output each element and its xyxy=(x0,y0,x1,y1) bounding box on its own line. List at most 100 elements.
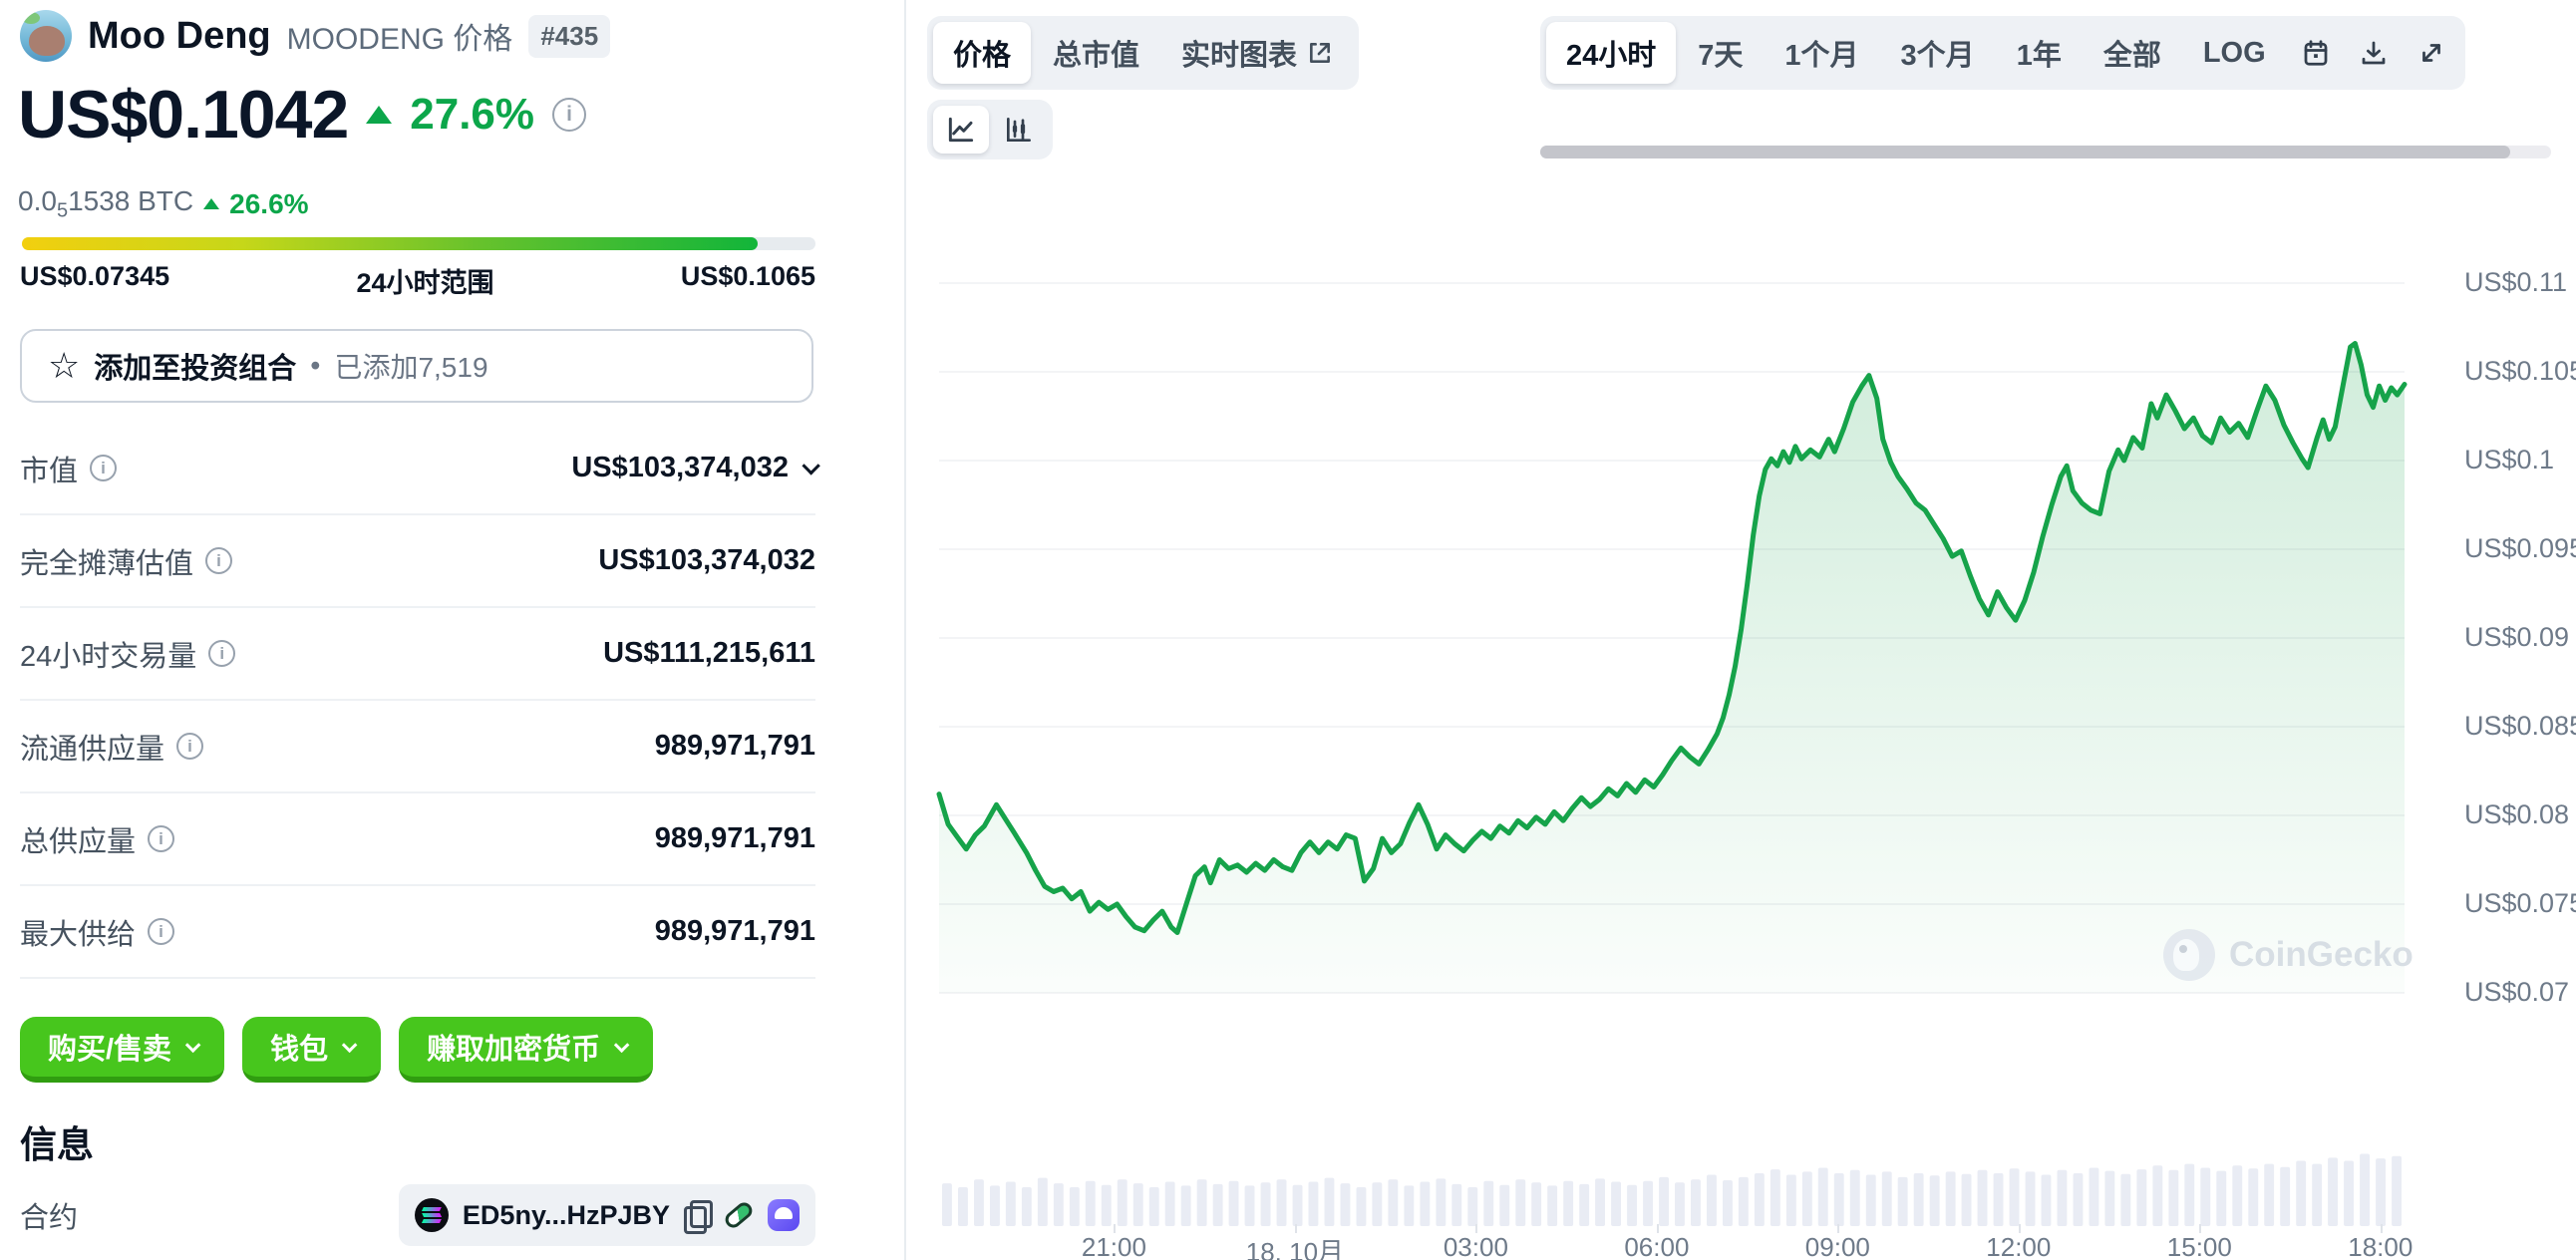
x-axis-tick xyxy=(1475,1224,1478,1233)
x-axis-label: 15:00 xyxy=(2166,1232,2232,1260)
range-24h-labels: US$0.07345 24小时范围 US$0.1065 xyxy=(20,261,815,300)
solana-icon xyxy=(414,1198,449,1232)
x-axis-label: 21:00 xyxy=(1081,1232,1146,1260)
coingecko-logo-icon xyxy=(2163,929,2215,981)
x-axis-tick xyxy=(1114,1224,1117,1233)
buy-sell-button[interactable]: 购买/售卖 xyxy=(20,1017,225,1083)
download-icon-button[interactable] xyxy=(2346,29,2402,77)
chevron-down-icon xyxy=(613,1037,630,1053)
portfolio-added-count: 已添加7,519 xyxy=(334,352,488,383)
candlestick-chart-icon xyxy=(1007,118,1031,142)
download-icon xyxy=(2362,41,2386,65)
x-axis-label: 06:00 xyxy=(1624,1232,1690,1260)
y-axis-label: US$0.075 xyxy=(2464,888,2576,918)
contract-pill[interactable]: ED5ny...HzPJBY xyxy=(398,1184,815,1246)
stat-label: 流通供应量 xyxy=(20,733,165,766)
contract-label: 合约 xyxy=(20,1202,79,1234)
y-axis-label: US$0.085 xyxy=(2464,711,2576,741)
coingecko-watermark: CoinGecko xyxy=(2163,929,2414,981)
coin-avatar xyxy=(20,10,72,62)
y-axis-label: US$0.09 xyxy=(2464,622,2570,652)
stat-value: US$103,374,032 xyxy=(571,452,789,483)
range-log[interactable]: LOG xyxy=(2202,36,2266,69)
coin-summary-panel: Moo Deng MOODENG 价格 #435 US$0.1042 27.6%… xyxy=(0,0,903,1260)
range-24h-fill xyxy=(22,237,758,250)
external-link-icon xyxy=(1310,43,1331,63)
range-all[interactable]: 全部 xyxy=(2102,40,2161,72)
range-1m[interactable]: 1个月 xyxy=(1784,40,1859,72)
scrollbar-thumb[interactable] xyxy=(1540,146,2511,158)
range-24h-bar xyxy=(22,237,815,250)
price-info-icon[interactable]: i xyxy=(552,98,587,132)
volume-bars xyxy=(942,1153,2402,1226)
info-section-heading: 信息 xyxy=(20,1124,94,1165)
chevron-down-icon xyxy=(184,1037,201,1053)
stat-label: 完全摊薄估值 xyxy=(20,547,194,580)
stat-row-total-supply: 总供应量 i 989,971,791 xyxy=(20,793,815,886)
time-range-controls: 24小时 7天 1个月 3个月 1年 全部 LOG xyxy=(1540,16,2465,90)
chart-metric-tabs: 价格 总市值 实时图表 xyxy=(927,16,1360,90)
phantom-wallet-icon[interactable] xyxy=(768,1199,800,1231)
candlestick-chart-icon-button[interactable] xyxy=(991,106,1047,154)
range-high: US$0.1065 xyxy=(680,261,815,291)
earn-crypto-button[interactable]: 赚取加密货币 xyxy=(399,1017,654,1083)
price-chart[interactable] xyxy=(936,249,2408,1007)
rank-badge: #435 xyxy=(528,14,611,58)
add-to-portfolio-button[interactable]: ☆ 添加至投资组合 • 已添加7,519 xyxy=(20,329,813,403)
info-icon[interactable]: i xyxy=(148,918,175,945)
y-axis-label: US$0.11 xyxy=(2464,267,2568,297)
stat-label: 最大供给 xyxy=(20,918,137,951)
stat-row-volume-24h: 24小时交易量 i US$111,215,611 xyxy=(20,608,815,701)
x-axis-tick xyxy=(2018,1224,2021,1233)
range-7d[interactable]: 7天 xyxy=(1698,40,1744,72)
price-row: US$0.1042 27.6% i xyxy=(18,76,587,154)
x-axis-label: 09:00 xyxy=(1804,1232,1870,1260)
calendar-icon-button[interactable] xyxy=(2288,29,2344,77)
info-icon[interactable]: i xyxy=(176,733,204,760)
x-axis-tick xyxy=(1656,1224,1659,1233)
x-axis-tick xyxy=(1294,1224,1297,1233)
btc-price: 0.051538 BTC xyxy=(18,185,194,222)
range-24h[interactable]: 24小时 xyxy=(1546,22,1677,84)
info-icon[interactable]: i xyxy=(90,455,118,481)
line-chart-icon-button[interactable] xyxy=(933,106,989,154)
stat-value: 989,971,791 xyxy=(654,730,815,762)
copy-icon[interactable] xyxy=(684,1200,713,1234)
y-axis-label: US$0.07 xyxy=(2464,977,2570,1007)
action-buttons: 购买/售卖 钱包 赚取加密货币 xyxy=(20,1017,654,1083)
current-price: US$0.1042 xyxy=(18,77,349,153)
price-up-triangle-icon xyxy=(366,106,393,124)
chart-type-toggle xyxy=(927,100,1053,159)
range-low: US$0.07345 xyxy=(20,261,170,291)
range-1y[interactable]: 1年 xyxy=(2016,40,2062,72)
wallet-button[interactable]: 钱包 xyxy=(242,1017,382,1083)
info-icon[interactable]: i xyxy=(208,640,236,667)
tab-market-cap[interactable]: 总市值 xyxy=(1053,40,1140,72)
y-axis-label: US$0.1 xyxy=(2464,445,2555,474)
range-3m[interactable]: 3个月 xyxy=(1900,40,1975,72)
chart-panel: 价格 总市值 实时图表 24小时 7天 1个月 3个月 1年 全部 LOG xyxy=(904,0,2576,1260)
stat-row-fdv: 完全摊薄估值 i US$103,374,032 xyxy=(20,515,815,608)
portfolio-label: 添加至投资组合 xyxy=(94,353,297,385)
tab-live-chart[interactable]: 实时图表 xyxy=(1161,22,1353,84)
star-icon: ☆ xyxy=(48,345,81,386)
info-icon[interactable]: i xyxy=(148,825,175,852)
fullscreen-icon-button[interactable] xyxy=(2404,29,2459,77)
chart-horizontal-scrollbar xyxy=(1540,146,2551,158)
y-axis-label: US$0.105 xyxy=(2464,356,2576,386)
btc-change-pct: 26.6% xyxy=(229,187,309,219)
stat-label: 市值 xyxy=(20,455,79,487)
stat-label: 总供应量 xyxy=(20,825,137,858)
chevron-down-icon[interactable] xyxy=(802,457,820,475)
stat-row-market-cap: 市值 i US$103,374,032 xyxy=(20,423,820,515)
expand-icon xyxy=(2421,44,2440,62)
contract-row: 合约 ED5ny...HzPJBY xyxy=(20,1184,815,1246)
info-icon[interactable]: i xyxy=(205,547,233,574)
x-axis-label: 18:00 xyxy=(2348,1232,2414,1260)
portfolio-separator: • xyxy=(310,349,321,382)
pill-capsule-icon[interactable] xyxy=(722,1199,756,1231)
price-change-pct: 27.6% xyxy=(410,90,535,139)
tab-price[interactable]: 价格 xyxy=(933,22,1032,84)
x-axis-tick xyxy=(2199,1224,2202,1233)
stat-value: 989,971,791 xyxy=(654,822,815,854)
